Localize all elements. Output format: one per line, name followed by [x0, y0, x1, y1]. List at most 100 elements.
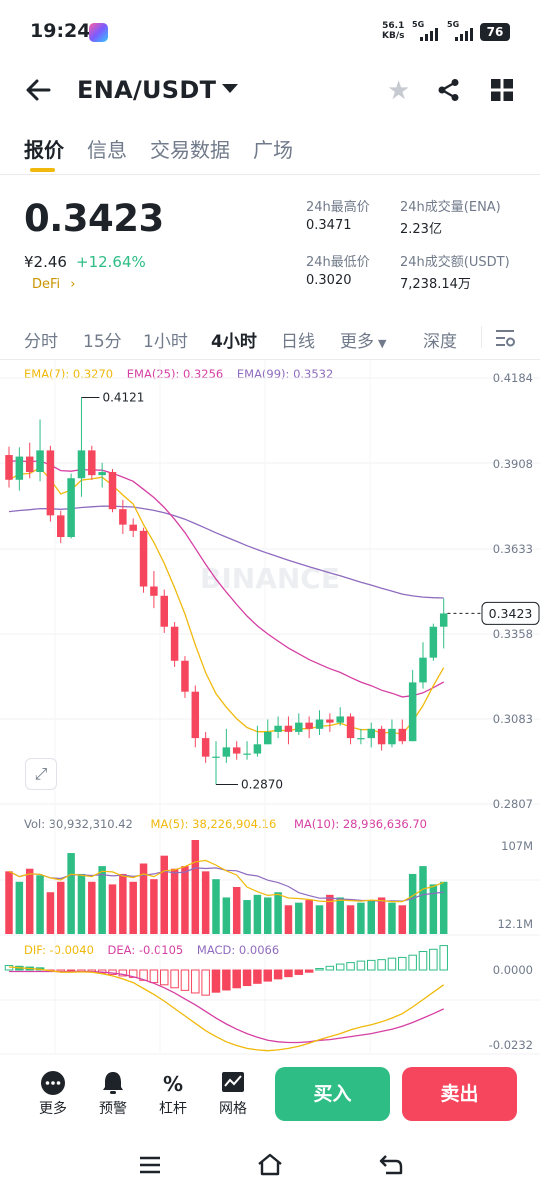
favorite-star-icon[interactable]: ★ — [387, 76, 411, 106]
pair-title[interactable]: ENA/USDT — [77, 76, 217, 104]
candle — [274, 725, 282, 732]
candle — [129, 524, 137, 531]
menu-icon[interactable] — [138, 1155, 162, 1181]
fullscreen-expand-icon[interactable]: ⤢ — [25, 758, 57, 790]
macd-histogram-bar — [191, 969, 200, 994]
more-tool-button[interactable]: 更多 — [25, 1070, 81, 1118]
price-axis-label: 0.2807 — [493, 797, 533, 811]
volume-bar — [388, 902, 396, 934]
chart-settings-icon[interactable] — [494, 328, 516, 348]
share-icon[interactable] — [437, 78, 461, 102]
macd-histogram-bar — [356, 960, 366, 971]
macd-histogram-bar — [232, 969, 241, 989]
volume-bar — [274, 892, 282, 934]
candle — [357, 738, 365, 740]
volume-bar — [326, 894, 334, 934]
macd-histogram-bar — [180, 969, 190, 991]
interval-depth[interactable]: 深度 — [423, 332, 457, 352]
bell-icon — [85, 1070, 141, 1098]
interval-15m[interactable]: 15分 — [83, 332, 122, 352]
volume-bar — [408, 873, 417, 934]
home-icon[interactable] — [256, 1152, 284, 1182]
volume-bar — [88, 881, 96, 934]
volume-bar — [98, 866, 106, 934]
interval-1d[interactable]: 日线 — [281, 332, 315, 352]
volume-bar — [25, 868, 34, 934]
macd-histogram-bar — [118, 969, 128, 977]
volume-bar — [36, 875, 44, 934]
macd-histogram-bar — [398, 956, 407, 971]
ema99-line — [8, 505, 444, 599]
candle — [346, 716, 355, 739]
macd-legend-dif: DIF: -0.0040 — [24, 943, 94, 957]
candle — [367, 728, 375, 739]
tab-info[interactable]: 信息 — [87, 138, 127, 162]
tab-trade-data[interactable]: 交易数据 — [150, 138, 230, 162]
interval-more[interactable]: 更多 ▼ — [340, 332, 387, 352]
chart-annotations: 0.3423 0.4121 0.2870 — [81, 390, 540, 792]
candle — [439, 613, 448, 627]
macd-axis-label: -0.0232 — [489, 1038, 533, 1052]
back-arrow-icon[interactable] — [24, 76, 52, 104]
macd-histogram-bar — [170, 969, 179, 989]
grid-tool-button[interactable]: 网格 — [205, 1070, 261, 1118]
tab-quote[interactable]: 报价 — [24, 138, 64, 162]
signal-bars-2-icon — [455, 28, 473, 41]
stat-turnover-value: 7,238.14万 — [400, 277, 471, 292]
candle — [264, 731, 272, 745]
macd-histogram-bar — [211, 969, 221, 993]
interval-4h[interactable]: 4小时 — [211, 332, 257, 352]
status-time: 19:24 — [30, 20, 91, 42]
more-dots-icon — [25, 1070, 81, 1098]
sell-button[interactable]: 卖出 — [402, 1067, 517, 1121]
current-price-label: 0.3423 — [489, 606, 533, 621]
candle — [77, 450, 86, 479]
app-notification-icon — [89, 23, 108, 42]
tab-square[interactable]: 广场 — [253, 138, 293, 162]
volume-bar — [77, 873, 86, 934]
grid-layout-icon[interactable] — [491, 79, 513, 101]
macd-histogram-bar — [377, 959, 386, 971]
price-axis-label: 0.3358 — [493, 627, 533, 641]
stat-low-value: 0.3020 — [306, 273, 352, 288]
percent-icon: % — [162, 1072, 184, 1096]
candle — [15, 456, 24, 480]
volume-axis-label: 12.1M — [497, 917, 533, 931]
macd-histogram-bar — [335, 963, 345, 971]
macd-histogram-bar — [128, 969, 138, 978]
interval-1h[interactable]: 1小时 — [143, 332, 188, 352]
volume-legend-vol: Vol: 30,932,310.42 — [24, 817, 133, 831]
volume-bar — [212, 879, 220, 934]
divider — [0, 174, 540, 175]
system-back-icon[interactable] — [378, 1153, 404, 1181]
category-tag[interactable]: DeFi › — [32, 277, 76, 292]
chart-grid — [0, 360, 540, 1055]
volume-bar — [357, 902, 365, 934]
macd-histogram-bar — [149, 969, 159, 984]
price-axis-label: 0.4184 — [493, 371, 533, 385]
price-change-percent: +12.64% — [76, 253, 146, 271]
macd-histogram-bar — [222, 969, 231, 991]
candle — [284, 725, 293, 732]
volume-legend-ma10: MA(10): 28,986,636.70 — [293, 817, 427, 831]
volume-bar — [150, 879, 158, 934]
volume-bar — [170, 868, 179, 934]
candle — [377, 728, 386, 745]
kline-chart[interactable]: BINANCE 0.41840.39080.36330.33580.30830.… — [0, 360, 540, 1060]
candle — [36, 450, 44, 473]
buy-button[interactable]: 买入 — [275, 1067, 390, 1121]
grid-chart-icon — [205, 1070, 261, 1098]
candle — [67, 478, 75, 538]
interval-time[interactable]: 分时 — [24, 332, 58, 352]
pair-dropdown-chevron-down-icon[interactable] — [222, 84, 238, 93]
volume-legend: Vol: 30,932,310.42 MA(5): 38,226,904.16 … — [24, 817, 427, 831]
macd-legend: DIF: -0.0040 DEA: -0.0105 MACD: 0.0066 — [24, 943, 279, 957]
candle — [160, 595, 168, 627]
macd-histogram-bar — [139, 969, 148, 981]
leverage-tool-button[interactable]: % 杠杆 — [145, 1070, 201, 1118]
volume-bar — [243, 900, 251, 934]
volume-bar — [232, 887, 241, 934]
candle — [295, 722, 303, 732]
current-price-tag — [481, 601, 540, 625]
alert-tool-button[interactable]: 预警 — [85, 1070, 141, 1118]
